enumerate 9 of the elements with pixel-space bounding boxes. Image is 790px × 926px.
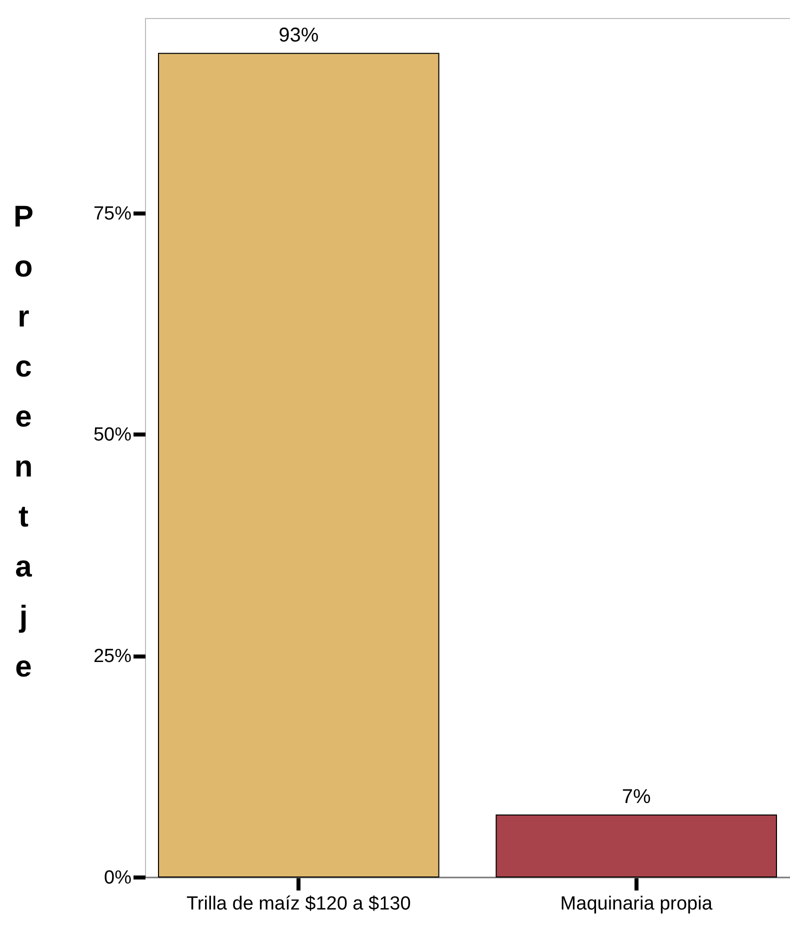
data-label: 93% bbox=[278, 24, 319, 46]
y-tick-label: 0% bbox=[104, 868, 132, 888]
y-tick-label: 50% bbox=[93, 424, 132, 446]
x-tick-label: Trilla de maíz $120 a $130 bbox=[186, 894, 411, 914]
data-label: 7% bbox=[622, 786, 652, 808]
y-tick-label: 25% bbox=[93, 646, 132, 668]
y-tick-label: 75% bbox=[93, 203, 132, 224]
text: Porcentaje bbox=[13, 200, 34, 684]
x-tick-label: Maquinaria propia bbox=[560, 894, 713, 914]
